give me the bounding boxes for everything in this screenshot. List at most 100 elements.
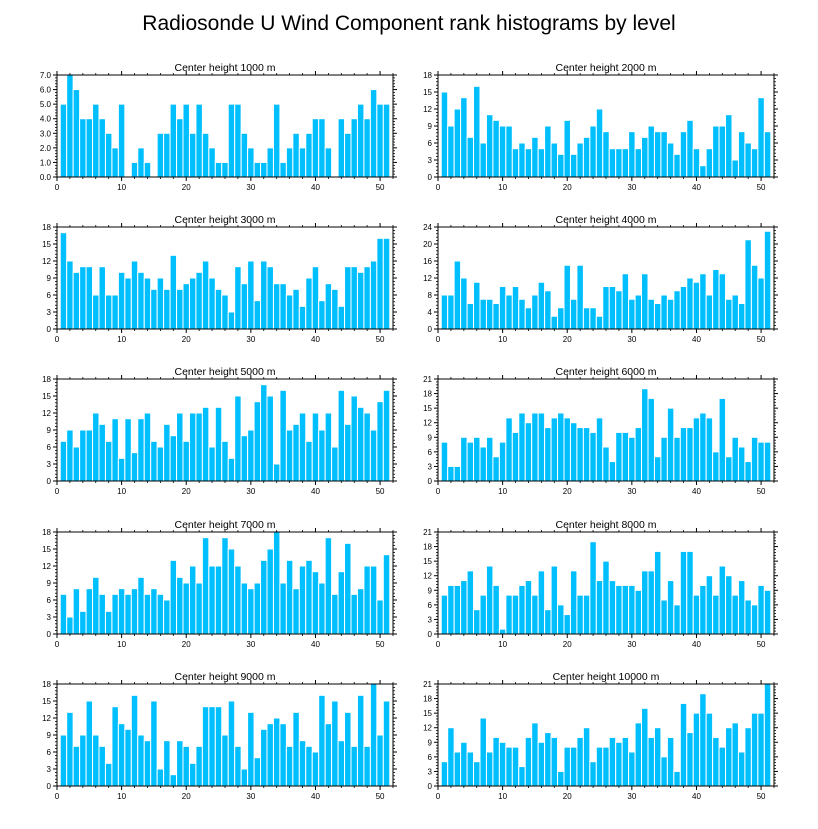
bar xyxy=(247,588,255,635)
bar xyxy=(744,599,752,635)
x-tick-label: 50 xyxy=(376,640,385,649)
bar xyxy=(201,132,210,178)
bar xyxy=(150,588,158,635)
y-tick-label: 18 xyxy=(42,528,51,537)
y-tick-label: 15 xyxy=(42,697,51,706)
bar xyxy=(240,768,249,787)
x-tick-label: 10 xyxy=(498,792,507,801)
panel-title: Center height 7000 m xyxy=(175,519,276,531)
bar xyxy=(498,628,507,635)
bar xyxy=(725,727,733,787)
bar xyxy=(104,440,113,482)
bar xyxy=(737,131,746,178)
bar xyxy=(298,305,307,330)
bar xyxy=(712,269,720,330)
bar xyxy=(744,142,752,178)
bar xyxy=(673,770,681,787)
bar xyxy=(311,266,320,330)
bar xyxy=(130,260,139,330)
bar xyxy=(356,103,365,178)
x-tick-label: 20 xyxy=(563,335,572,344)
bar xyxy=(182,745,190,787)
bar xyxy=(608,736,617,787)
bar xyxy=(292,423,300,482)
bar xyxy=(363,565,371,635)
bar xyxy=(537,281,546,330)
bar xyxy=(531,594,539,635)
figure-title: Radiosonde U Wind Component rank histogr… xyxy=(142,12,675,35)
y-tick-label: 15 xyxy=(423,88,432,97)
bar xyxy=(240,132,249,178)
y-tick-label: 12 xyxy=(42,562,51,571)
x-tick-label: 30 xyxy=(246,792,255,801)
bar xyxy=(531,294,539,330)
bar xyxy=(492,303,500,330)
bar xyxy=(266,266,274,330)
bar xyxy=(550,736,559,787)
bar xyxy=(337,571,346,635)
bar xyxy=(182,582,190,635)
bar xyxy=(163,740,171,787)
bar xyxy=(124,728,132,787)
bar xyxy=(737,580,746,635)
bar xyxy=(337,740,346,787)
y-tick-label: 0 xyxy=(428,782,433,791)
y-tick-label: 3 xyxy=(47,765,52,774)
x-tick-label: 30 xyxy=(246,487,255,496)
panel-title: Center height 8000 m xyxy=(556,519,657,531)
bar xyxy=(615,584,623,635)
panel-9: Center height 9000 m 0 3 6 9 12 15 18 0 10 20 30 40 5… xyxy=(42,671,397,801)
bar xyxy=(272,531,281,635)
bar xyxy=(98,423,106,482)
bar xyxy=(466,136,475,178)
bar xyxy=(130,452,139,482)
bar xyxy=(531,136,539,178)
bar xyxy=(453,260,462,330)
bar xyxy=(679,427,688,482)
bar xyxy=(337,305,346,330)
panel-6: Center height 6000 m 0 3 6 9 12 15 18 21 0 10 20 30 4… xyxy=(423,366,778,496)
bar xyxy=(247,147,255,178)
bar xyxy=(653,727,662,787)
bar xyxy=(143,593,152,635)
bar xyxy=(582,594,591,635)
bar xyxy=(453,751,462,787)
bar xyxy=(608,148,617,178)
bar xyxy=(369,260,378,330)
bar xyxy=(628,751,636,787)
bar xyxy=(705,712,714,787)
bar xyxy=(673,436,681,482)
bar xyxy=(498,441,507,482)
bar xyxy=(188,762,197,787)
bar xyxy=(621,584,630,635)
bar xyxy=(505,125,513,178)
y-tick-label: 9 xyxy=(47,274,52,283)
bar xyxy=(356,694,365,787)
panel-8: Center height 8000 m 0 3 6 9 12 15 18 21 0 10 20 30 4… xyxy=(423,519,778,649)
bar xyxy=(718,565,727,635)
x-tick-label: 40 xyxy=(692,335,701,344)
bar xyxy=(98,266,106,330)
bar xyxy=(227,548,236,635)
y-tick-label: 12 xyxy=(423,572,432,581)
x-tick-label: 20 xyxy=(182,183,191,192)
bar xyxy=(369,89,378,178)
bar xyxy=(382,237,391,330)
bar xyxy=(376,599,384,635)
bar xyxy=(569,422,578,482)
bar xyxy=(253,401,262,482)
bar xyxy=(318,694,326,787)
bar xyxy=(337,118,346,178)
bar xyxy=(634,722,643,787)
bar xyxy=(298,740,307,787)
bar xyxy=(705,148,714,178)
bar xyxy=(350,593,358,635)
bar xyxy=(234,395,242,482)
bar xyxy=(305,132,313,178)
bar xyxy=(763,131,772,178)
bar xyxy=(731,294,739,330)
bar xyxy=(660,436,668,482)
bar xyxy=(156,277,165,330)
bar xyxy=(137,734,145,787)
x-tick-label: 40 xyxy=(311,487,320,496)
